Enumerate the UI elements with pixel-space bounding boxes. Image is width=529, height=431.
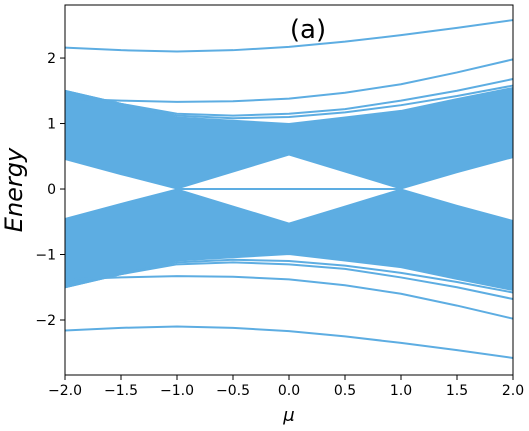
chart-title: (a) bbox=[290, 15, 326, 45]
x-tick-label: 2.0 bbox=[502, 383, 524, 399]
x-tick-label: 1.0 bbox=[390, 383, 412, 399]
y-tick-label: −2 bbox=[35, 313, 56, 329]
energy-line bbox=[64, 19, 514, 53]
energy-line bbox=[64, 325, 514, 359]
energy-line bbox=[64, 261, 514, 301]
y-axis-label: Energy bbox=[0, 147, 28, 232]
x-tick-label: −0.5 bbox=[216, 383, 250, 399]
y-tick-label: 1 bbox=[47, 117, 56, 133]
band bbox=[64, 86, 514, 190]
x-tick-label: 0.0 bbox=[278, 383, 300, 399]
y-tick-label: 0 bbox=[47, 182, 56, 198]
x-axis-label: μ bbox=[282, 405, 294, 426]
energy-line bbox=[64, 84, 514, 120]
y-tick-label: −1 bbox=[35, 248, 56, 264]
x-tick-label: 0.5 bbox=[334, 383, 356, 399]
x-tick-label: −2.0 bbox=[48, 383, 82, 399]
x-tick-label: −1.5 bbox=[104, 383, 138, 399]
x-tick-label: 1.5 bbox=[446, 383, 468, 399]
y-tick-label: 2 bbox=[47, 51, 56, 67]
energy-line bbox=[64, 58, 514, 103]
band bbox=[64, 188, 514, 292]
x-tick-label: −1.0 bbox=[160, 383, 194, 399]
energy-line bbox=[64, 275, 514, 320]
